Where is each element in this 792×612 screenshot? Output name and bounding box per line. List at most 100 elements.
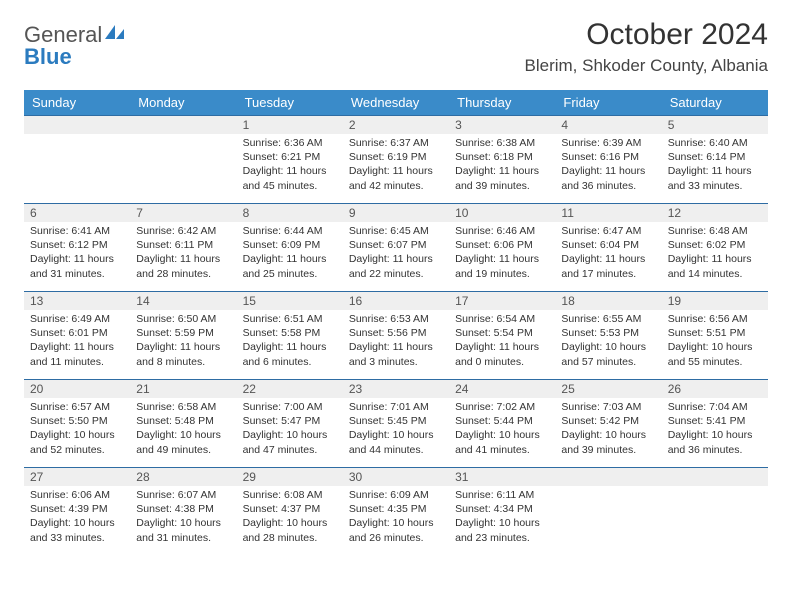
daylight-line2: and 28 minutes.: [136, 267, 230, 281]
calendar-day-cell: 12Sunrise: 6:48 AMSunset: 6:02 PMDayligh…: [662, 204, 768, 292]
sunset-text: Sunset: 5:47 PM: [243, 414, 337, 428]
calendar-empty-cell: [662, 468, 768, 556]
calendar-day-cell: 16Sunrise: 6:53 AMSunset: 5:56 PMDayligh…: [343, 292, 449, 380]
calendar-day-cell: 25Sunrise: 7:03 AMSunset: 5:42 PMDayligh…: [555, 380, 661, 468]
daylight-line2: and 52 minutes.: [30, 443, 124, 457]
day-number: [130, 116, 236, 134]
daylight-line1: Daylight: 11 hours: [243, 164, 337, 178]
day-content: Sunrise: 6:45 AMSunset: 6:07 PMDaylight:…: [343, 222, 449, 285]
day-number: 28: [130, 468, 236, 486]
daylight-line2: and 31 minutes.: [136, 531, 230, 545]
day-number: 10: [449, 204, 555, 222]
day-content: [130, 134, 236, 194]
calendar-day-cell: 26Sunrise: 7:04 AMSunset: 5:41 PMDayligh…: [662, 380, 768, 468]
calendar-body: 1Sunrise: 6:36 AMSunset: 6:21 PMDaylight…: [24, 116, 768, 556]
day-content: Sunrise: 6:47 AMSunset: 6:04 PMDaylight:…: [555, 222, 661, 285]
calendar-day-cell: 9Sunrise: 6:45 AMSunset: 6:07 PMDaylight…: [343, 204, 449, 292]
sunset-text: Sunset: 5:48 PM: [136, 414, 230, 428]
day-number: 16: [343, 292, 449, 310]
daylight-line2: and 6 minutes.: [243, 355, 337, 369]
daylight-line1: Daylight: 11 hours: [136, 340, 230, 354]
day-number: 6: [24, 204, 130, 222]
day-number: 15: [237, 292, 343, 310]
day-content: Sunrise: 6:57 AMSunset: 5:50 PMDaylight:…: [24, 398, 130, 461]
daylight-line1: Daylight: 11 hours: [668, 164, 762, 178]
day-content: Sunrise: 6:53 AMSunset: 5:56 PMDaylight:…: [343, 310, 449, 373]
month-title: October 2024: [525, 18, 768, 52]
daylight-line2: and 0 minutes.: [455, 355, 549, 369]
daylight-line1: Daylight: 10 hours: [243, 516, 337, 530]
sunrise-text: Sunrise: 6:49 AM: [30, 312, 124, 326]
sunset-text: Sunset: 5:51 PM: [668, 326, 762, 340]
calendar-day-cell: 3Sunrise: 6:38 AMSunset: 6:18 PMDaylight…: [449, 116, 555, 204]
day-content: [555, 486, 661, 546]
daylight-line1: Daylight: 10 hours: [349, 516, 443, 530]
weekday-header: Sunday: [24, 90, 130, 116]
calendar-week-row: 6Sunrise: 6:41 AMSunset: 6:12 PMDaylight…: [24, 204, 768, 292]
sunrise-text: Sunrise: 6:48 AM: [668, 224, 762, 238]
weekday-header: Monday: [130, 90, 236, 116]
sunset-text: Sunset: 6:09 PM: [243, 238, 337, 252]
calendar-week-row: 20Sunrise: 6:57 AMSunset: 5:50 PMDayligh…: [24, 380, 768, 468]
sunset-text: Sunset: 5:59 PM: [136, 326, 230, 340]
sunset-text: Sunset: 5:41 PM: [668, 414, 762, 428]
sunrise-text: Sunrise: 6:50 AM: [136, 312, 230, 326]
daylight-line1: Daylight: 10 hours: [561, 428, 655, 442]
day-content: Sunrise: 6:11 AMSunset: 4:34 PMDaylight:…: [449, 486, 555, 549]
day-number: [662, 468, 768, 486]
brand-part1: General: [24, 24, 102, 46]
calendar-day-cell: 29Sunrise: 6:08 AMSunset: 4:37 PMDayligh…: [237, 468, 343, 556]
calendar-day-cell: 17Sunrise: 6:54 AMSunset: 5:54 PMDayligh…: [449, 292, 555, 380]
calendar-day-cell: 31Sunrise: 6:11 AMSunset: 4:34 PMDayligh…: [449, 468, 555, 556]
day-number: 20: [24, 380, 130, 398]
day-content: Sunrise: 6:37 AMSunset: 6:19 PMDaylight:…: [343, 134, 449, 197]
day-content: Sunrise: 7:02 AMSunset: 5:44 PMDaylight:…: [449, 398, 555, 461]
sunrise-text: Sunrise: 6:40 AM: [668, 136, 762, 150]
daylight-line2: and 33 minutes.: [30, 531, 124, 545]
day-number: 11: [555, 204, 661, 222]
daylight-line1: Daylight: 10 hours: [455, 516, 549, 530]
daylight-line2: and 22 minutes.: [349, 267, 443, 281]
day-content: Sunrise: 6:06 AMSunset: 4:39 PMDaylight:…: [24, 486, 130, 549]
sunset-text: Sunset: 4:39 PM: [30, 502, 124, 516]
day-number: 12: [662, 204, 768, 222]
day-content: Sunrise: 7:03 AMSunset: 5:42 PMDaylight:…: [555, 398, 661, 461]
day-content: [24, 134, 130, 194]
daylight-line2: and 44 minutes.: [349, 443, 443, 457]
day-number: 24: [449, 380, 555, 398]
sunset-text: Sunset: 6:12 PM: [30, 238, 124, 252]
sunrise-text: Sunrise: 6:07 AM: [136, 488, 230, 502]
sunrise-text: Sunrise: 7:01 AM: [349, 400, 443, 414]
sunset-text: Sunset: 5:58 PM: [243, 326, 337, 340]
calendar-week-row: 27Sunrise: 6:06 AMSunset: 4:39 PMDayligh…: [24, 468, 768, 556]
sunset-text: Sunset: 5:50 PM: [30, 414, 124, 428]
daylight-line1: Daylight: 11 hours: [561, 164, 655, 178]
calendar-day-cell: 8Sunrise: 6:44 AMSunset: 6:09 PMDaylight…: [237, 204, 343, 292]
calendar-day-cell: 4Sunrise: 6:39 AMSunset: 6:16 PMDaylight…: [555, 116, 661, 204]
calendar-day-cell: 15Sunrise: 6:51 AMSunset: 5:58 PMDayligh…: [237, 292, 343, 380]
day-number: 31: [449, 468, 555, 486]
day-number: 29: [237, 468, 343, 486]
day-number: 19: [662, 292, 768, 310]
day-content: Sunrise: 6:50 AMSunset: 5:59 PMDaylight:…: [130, 310, 236, 373]
daylight-line2: and 36 minutes.: [561, 179, 655, 193]
day-content: Sunrise: 6:56 AMSunset: 5:51 PMDaylight:…: [662, 310, 768, 373]
sunrise-text: Sunrise: 7:00 AM: [243, 400, 337, 414]
day-content: Sunrise: 6:39 AMSunset: 6:16 PMDaylight:…: [555, 134, 661, 197]
daylight-line1: Daylight: 10 hours: [30, 428, 124, 442]
sunset-text: Sunset: 4:38 PM: [136, 502, 230, 516]
day-number: 2: [343, 116, 449, 134]
day-content: Sunrise: 6:51 AMSunset: 5:58 PMDaylight:…: [237, 310, 343, 373]
day-number: 3: [449, 116, 555, 134]
day-number: 13: [24, 292, 130, 310]
weekday-header: Friday: [555, 90, 661, 116]
daylight-line2: and 57 minutes.: [561, 355, 655, 369]
day-content: Sunrise: 6:42 AMSunset: 6:11 PMDaylight:…: [130, 222, 236, 285]
sunset-text: Sunset: 6:02 PM: [668, 238, 762, 252]
daylight-line2: and 55 minutes.: [668, 355, 762, 369]
daylight-line1: Daylight: 11 hours: [30, 252, 124, 266]
sunrise-text: Sunrise: 6:09 AM: [349, 488, 443, 502]
daylight-line2: and 8 minutes.: [136, 355, 230, 369]
sunset-text: Sunset: 6:16 PM: [561, 150, 655, 164]
daylight-line1: Daylight: 11 hours: [455, 164, 549, 178]
